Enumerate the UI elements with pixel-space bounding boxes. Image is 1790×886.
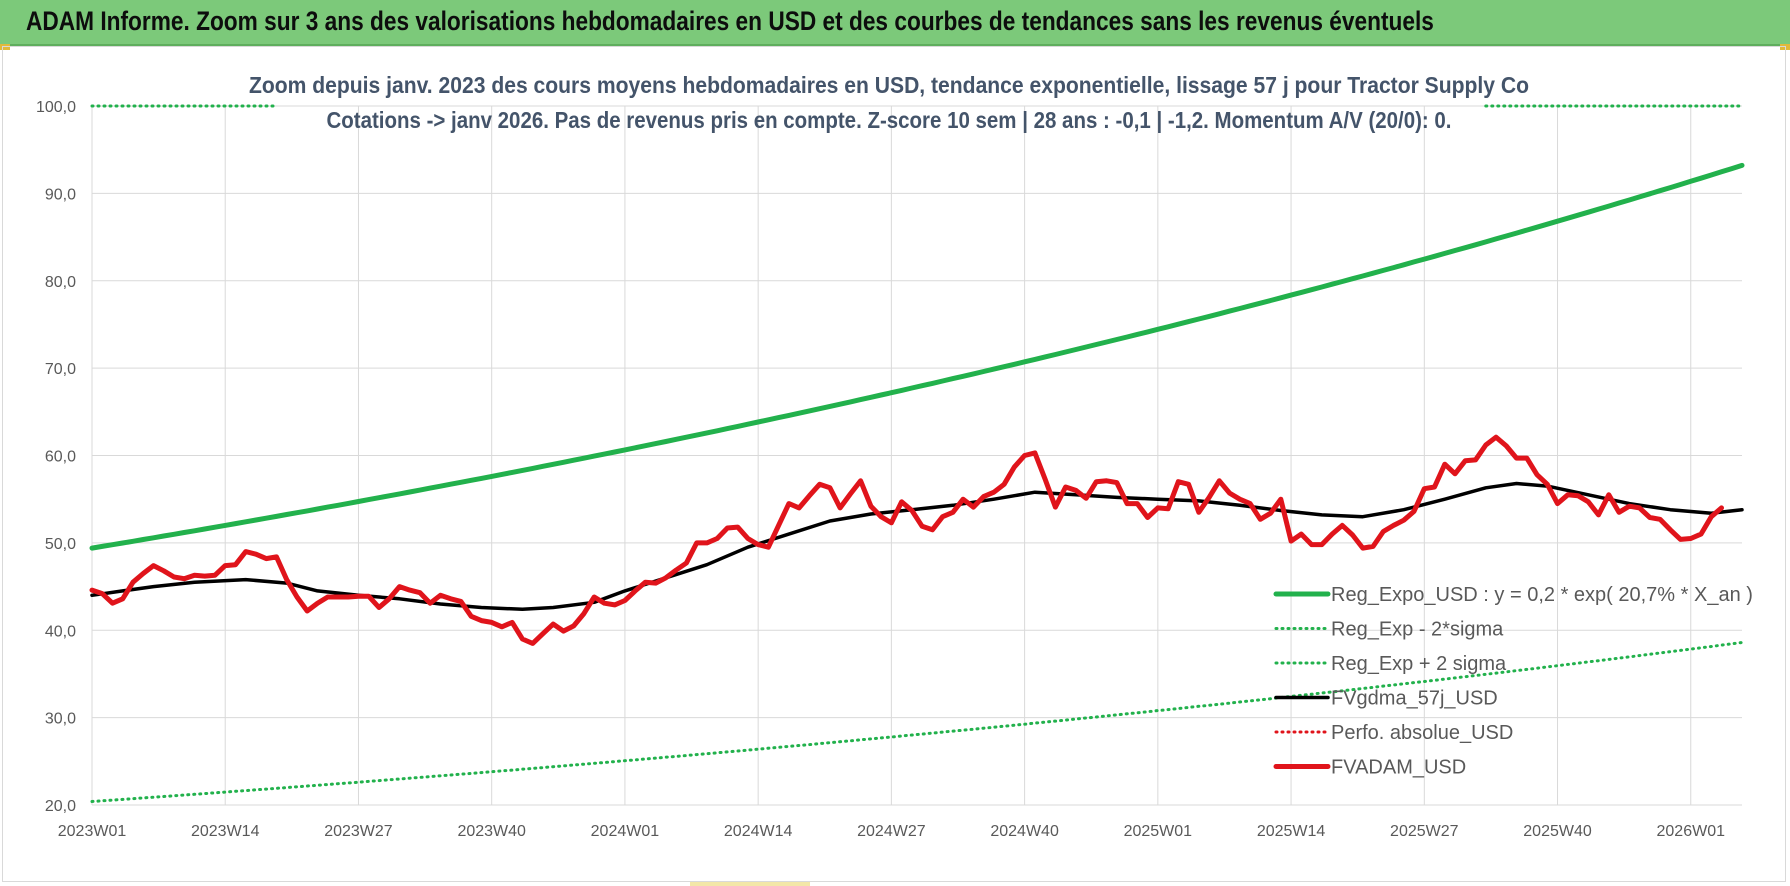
x-tick-label: 2025W40: [1523, 823, 1592, 840]
y-tick-label: 100,0: [36, 99, 76, 116]
legend-label-0: Reg_Expo_USD : y = 0,2 * exp( 20,7% * X_…: [1331, 584, 1753, 606]
legend-label-2: Reg_Exp + 2 sigma: [1331, 653, 1507, 675]
x-axis-ticks: 2023W01 2023W14 2023W27 2023W40 2024W01 2024W…: [58, 823, 1725, 840]
y-tick-label: 90,0: [45, 186, 76, 203]
x-tick-label: 2023W40: [457, 823, 526, 840]
y-tick-label: 50,0: [45, 536, 76, 553]
legend-label-5: FVADAM_USD: [1331, 757, 1466, 779]
chart-series: [89, 104, 1745, 803]
chart-subtitle-line-2: Cotations -> janv 2026. Pas de revenus p…: [327, 107, 1452, 133]
x-tick-label: 2023W01: [58, 823, 127, 840]
y-tick-label: 80,0: [45, 274, 76, 291]
x-tick-label: 2026W01: [1657, 823, 1726, 840]
x-tick-label: 2023W27: [324, 823, 393, 840]
y-tick-label: 20,0: [45, 798, 76, 815]
x-tick-label: 2023W14: [191, 823, 260, 840]
series-line-1: [90, 641, 1744, 803]
chart-legend: Reg_Expo_USD : y = 0,2 * exp( 20,7% * X_…: [1273, 584, 1753, 779]
x-tick-label: 2025W01: [1124, 823, 1193, 840]
legend-label-4: Perfo. absolue_USD: [1331, 722, 1513, 744]
series-line-0: [89, 162, 1745, 551]
x-tick-label: 2024W27: [857, 823, 926, 840]
x-tick-label: 2025W14: [1257, 823, 1326, 840]
bottom-marker: [690, 882, 810, 886]
y-tick-label: 60,0: [45, 449, 76, 466]
series-line-5: [89, 434, 1724, 646]
legend-label-1: Reg_Exp - 2*sigma: [1331, 619, 1504, 641]
x-tick-label: 2024W01: [591, 823, 660, 840]
report-title: ADAM Informe. Zoom sur 3 ans des valoris…: [26, 6, 1434, 36]
y-tick-label: 30,0: [45, 711, 76, 728]
legend-label-3: FVgdma_57j_USD: [1331, 688, 1498, 710]
chart-frame: [2, 46, 1786, 882]
chart-subtitle-line-1: Zoom depuis janv. 2023 des cours moyens …: [249, 72, 1529, 98]
y-axis-ticks: 20,0 30,0 40,0 50,0 60,0 70,0 80,0 90,0 100,0: [36, 99, 76, 815]
y-tick-label: 70,0: [45, 361, 76, 378]
report-header: ADAM Informe. Zoom sur 3 ans des valoris…: [0, 0, 1790, 46]
x-tick-label: 2024W40: [990, 823, 1059, 840]
frame-corner-left: [0, 44, 10, 50]
x-tick-label: 2025W27: [1390, 823, 1459, 840]
y-tick-label: 40,0: [45, 623, 76, 640]
x-tick-label: 2024W14: [724, 823, 793, 840]
